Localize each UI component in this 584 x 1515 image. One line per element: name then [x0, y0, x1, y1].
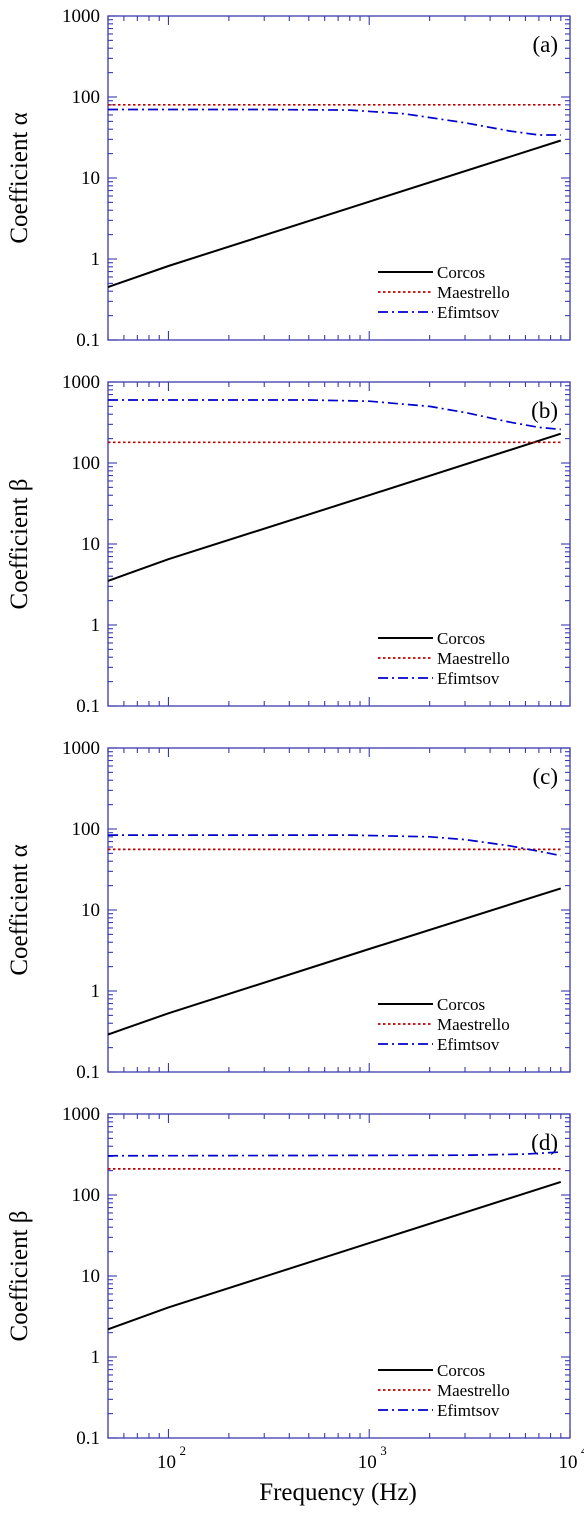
y-tick-label: 1000: [62, 738, 100, 759]
series-efimtsov: [108, 834, 561, 857]
legend-label-corcos: Corcos: [437, 263, 485, 282]
legend-label-maestrello: Maestrello: [437, 1015, 510, 1034]
legend-label-corcos: Corcos: [437, 629, 485, 648]
y-tick-label: 1: [91, 981, 101, 1002]
y-tick-label: 1: [91, 249, 101, 270]
legend-label-maestrello: Maestrello: [437, 1381, 510, 1400]
y-tick-label: 1: [91, 1347, 101, 1368]
y-tick-label: 100: [72, 1185, 101, 1206]
y-axis-title: Coefficient α: [6, 844, 33, 975]
y-tick-label: 10: [81, 534, 100, 555]
legend-label-corcos: Corcos: [437, 1361, 485, 1380]
series-efimtsov: [108, 108, 561, 136]
panel-4: 0.1 1 10 100 1000 Coefficient β (d) CorcosMaest…: [6, 1104, 584, 1473]
x-tick-label: 10: [559, 1452, 578, 1473]
y-tick-label: 1: [91, 615, 101, 636]
series-corcos: [108, 887, 562, 1036]
legend-label-efimtsov: Efimtsov: [437, 303, 500, 322]
series-efimtsov: [108, 399, 561, 431]
x-tick-exponent: 3: [380, 1443, 387, 1458]
legend-label-efimtsov: Efimtsov: [437, 669, 500, 688]
panel-1: 0.1 1 10 100 1000 Coefficient α (a) CorcosMaest…: [6, 6, 571, 351]
series-corcos: [108, 139, 562, 289]
series-corcos: [108, 432, 562, 582]
legend-label-maestrello: Maestrello: [437, 649, 510, 668]
y-tick-label: 10: [81, 900, 100, 921]
x-tick-label: 10: [157, 1452, 176, 1473]
series-corcos: [108, 1180, 562, 1331]
y-tick-label: 100: [72, 87, 101, 108]
y-tick-label: 0.1: [76, 696, 100, 717]
y-tick-label: 0.1: [76, 330, 100, 351]
y-axis-title: Coefficient α: [6, 112, 33, 243]
legend-label-efimtsov: Efimtsov: [437, 1401, 500, 1420]
y-tick-label: 1000: [62, 372, 100, 393]
y-tick-label: 10: [81, 168, 100, 189]
panel-label: (d): [531, 1130, 558, 1155]
y-tick-label: 1000: [62, 1104, 100, 1125]
panel-label: (a): [532, 32, 558, 57]
panel-2: 0.1 1 10 100 1000 Coefficient β (b) CorcosMaest…: [6, 372, 571, 717]
y-tick-label: 10: [81, 1266, 100, 1287]
y-axis-title: Coefficient β: [6, 1211, 33, 1342]
y-axis-title: Coefficient β: [6, 479, 33, 610]
y-tick-label: 100: [72, 819, 101, 840]
y-tick-label: 0.1: [76, 1062, 100, 1083]
legend-label-corcos: Corcos: [437, 995, 485, 1014]
y-tick-label: 100: [72, 453, 101, 474]
panel-label: (b): [531, 398, 558, 423]
panel-3: 0.1 1 10 100 1000 Coefficient α (c) CorcosMaest…: [6, 738, 571, 1083]
y-tick-label: 0.1: [76, 1428, 100, 1449]
y-tick-label: 1000: [62, 6, 100, 27]
panel-label: (c): [532, 764, 558, 789]
legend-label-maestrello: Maestrello: [437, 283, 510, 302]
x-tick-label: 10: [358, 1452, 377, 1473]
x-axis-title: Frequency (Hz): [259, 1479, 417, 1506]
legend-label-efimtsov: Efimtsov: [437, 1035, 500, 1054]
x-tick-exponent: 4: [581, 1443, 584, 1458]
x-tick-exponent: 2: [179, 1443, 186, 1458]
series-efimtsov: [108, 1151, 561, 1157]
